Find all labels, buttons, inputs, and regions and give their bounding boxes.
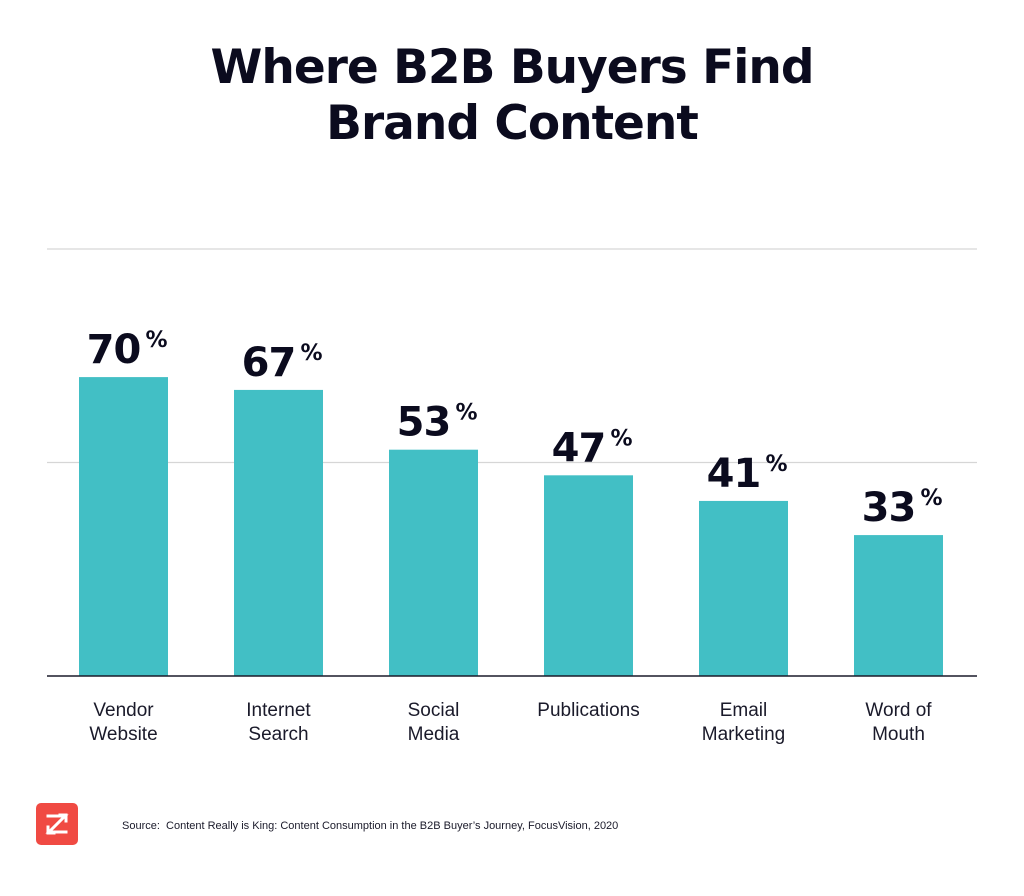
bar-value-label-5: 33 [862,485,916,531]
bar-value-suffix-2: % [456,401,478,426]
z-logo-glyph [45,813,69,835]
chart-title: Where B2B Buyers Find Brand Content [0,40,1024,152]
category-label-1-0: Internet [246,700,311,721]
bar-value-suffix-5: % [921,486,943,511]
source-note: Source: Content Really is King: Content … [122,820,619,832]
bar-1 [234,389,323,676]
category-label-0-0: Vendor [93,700,154,721]
category-label-4-1: Marketing [702,724,785,745]
bar-value-label-1: 67 [242,340,296,386]
bar-2 [389,449,478,676]
category-label-5-0: Word of [865,700,932,721]
bar-value-suffix-3: % [611,426,633,451]
bar-value-label-3: 47 [552,425,606,471]
bar-value-label-0: 70 [87,327,141,373]
category-label-4-0: Email [720,700,768,721]
bar-value-label-2: 53 [397,400,451,446]
category-label-0-1: Website [89,724,157,745]
category-label-2-1: Media [408,724,460,745]
bar-4 [699,500,788,676]
bar-value-suffix-1: % [301,341,323,366]
category-label-3-0: Publications [537,700,639,721]
bar-0 [79,377,168,676]
bar-value-suffix-0: % [146,328,168,353]
bar-chart: 70 % Vendor Website 67 % Internet Search 53 % Soci… [47,248,977,745]
category-label-5-1: Mouth [872,724,925,745]
category-label-2-0: Social [408,700,460,721]
bar-value-suffix-4: % [766,452,788,477]
bar-value-label-4: 41 [707,451,761,497]
zoominfo-logo-icon [36,803,78,845]
chart-title-line-2: Brand Content [326,96,699,151]
bar-5 [854,535,943,676]
chart-title-line-1: Where B2B Buyers Find [210,40,815,95]
category-label-1-1: Search [248,724,308,745]
bar-3 [544,475,633,676]
